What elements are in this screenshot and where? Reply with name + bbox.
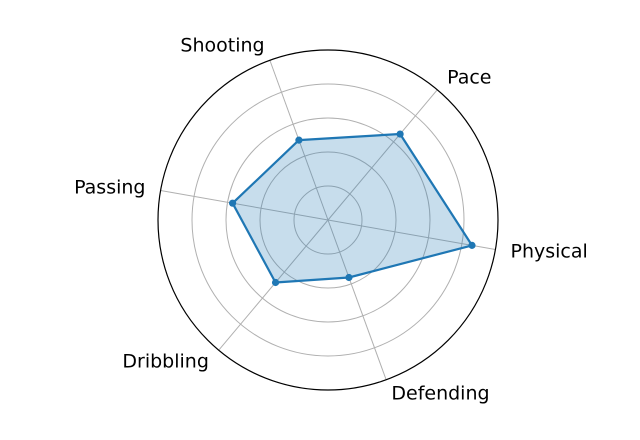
grid-circle-4 — [191, 83, 465, 357]
data-point-dribbling — [271, 278, 280, 287]
data-point-defending — [345, 273, 353, 282]
grid-circle-2 — [259, 151, 397, 289]
radar-series — [228, 130, 476, 287]
axis-label-pace: Pace — [447, 67, 491, 89]
radar-grid — [191, 83, 465, 357]
data-point-passing — [228, 199, 237, 207]
spoke-pace — [327, 89, 438, 221]
data-point-physical — [468, 241, 476, 249]
series-0-area — [232, 134, 472, 283]
data-point-shooting — [295, 136, 303, 144]
spoke-physical — [327, 219, 496, 251]
radar-axis-labels: Physical Pace Shooting Passing Dribbling Defe… — [74, 34, 588, 404]
axis-label-shooting: Shooting — [180, 34, 264, 56]
axis-label-dribbling: Dribbling — [122, 350, 209, 372]
axis-label-physical: Physical — [510, 241, 587, 263]
spoke-passing — [160, 189, 329, 221]
spoke-defending — [327, 219, 387, 380]
grid-circle-3 — [225, 117, 431, 323]
data-point-pace — [396, 130, 404, 138]
grid-circle-1 — [293, 185, 363, 255]
axis-label-defending: Defending — [391, 383, 489, 405]
axis-label-passing: Passing — [74, 176, 145, 198]
radar-outer-frame — [157, 49, 499, 391]
